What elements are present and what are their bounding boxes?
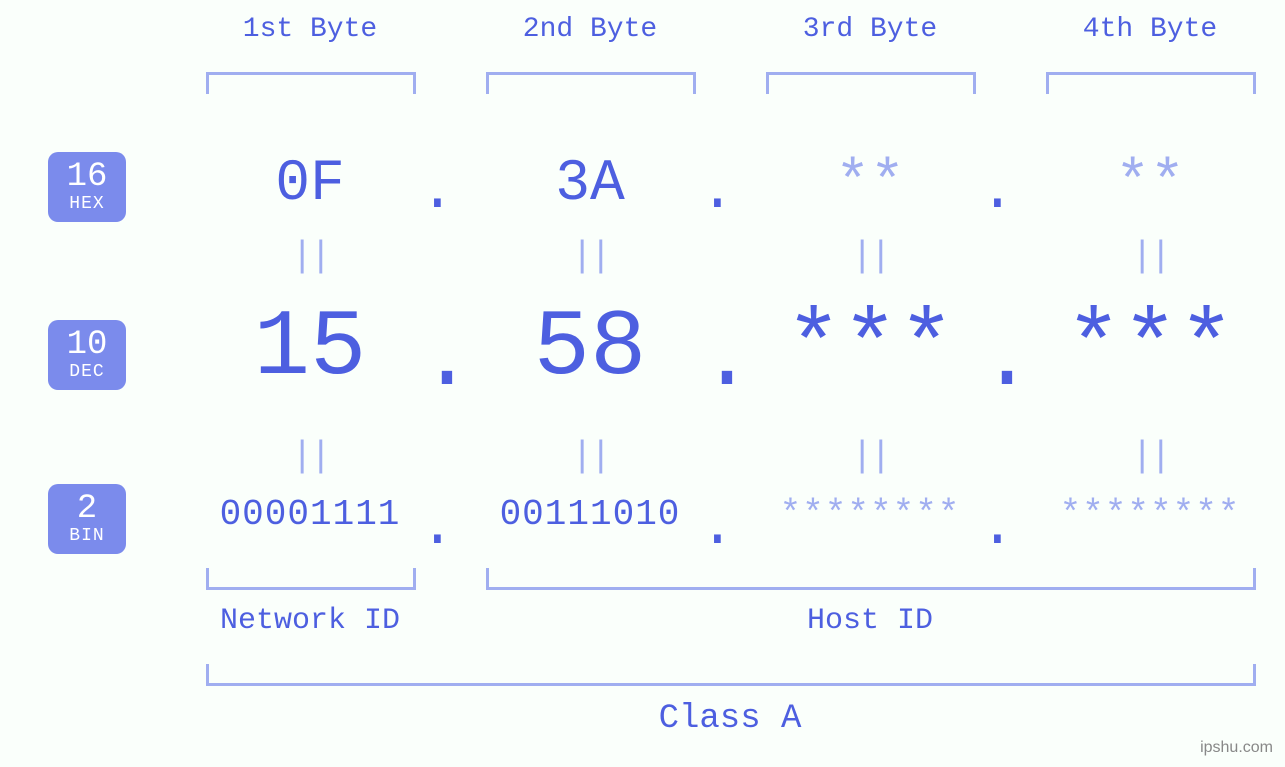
hex-dot-2: .: [700, 160, 730, 225]
badge-hex: 16 HEX: [48, 152, 126, 222]
network-label: Network ID: [180, 604, 440, 638]
hex-val-2: 3A: [460, 152, 720, 217]
byte-label-1: 1st Byte: [180, 14, 440, 45]
eq-2-2: ||: [460, 436, 720, 477]
eq-1-3: ||: [740, 236, 1000, 277]
class-label: Class A: [180, 700, 1280, 738]
hex-val-3: **: [740, 152, 1000, 217]
dec-dot-3: .: [980, 310, 1010, 412]
badge-hex-label: HEX: [69, 195, 104, 214]
badge-bin-num: 2: [77, 492, 97, 528]
badge-dec: 10 DEC: [48, 320, 126, 390]
top-bracket-4: [1046, 72, 1256, 94]
hex-dot-3: .: [980, 160, 1010, 225]
bin-val-1: 00001111: [180, 494, 440, 535]
hex-dot-1: .: [420, 160, 450, 225]
dec-val-3: ***: [740, 296, 1000, 402]
badge-dec-label: DEC: [69, 363, 104, 382]
top-bracket-2: [486, 72, 696, 94]
dec-val-2: 58: [460, 296, 720, 402]
eq-1-2: ||: [460, 236, 720, 277]
bin-dot-2: .: [700, 496, 730, 561]
hex-val-4: **: [1020, 152, 1280, 217]
eq-1-1: ||: [180, 236, 440, 277]
badge-bin-label: BIN: [69, 527, 104, 546]
watermark: ipshu.com: [1200, 739, 1273, 757]
network-bracket: [206, 568, 416, 590]
host-label: Host ID: [460, 604, 1280, 638]
byte-label-2: 2nd Byte: [460, 14, 720, 45]
top-bracket-3: [766, 72, 976, 94]
host-bracket: [486, 568, 1256, 590]
bin-val-2: 00111010: [460, 494, 720, 535]
dec-dot-1: .: [420, 310, 450, 412]
badge-hex-num: 16: [67, 160, 108, 196]
bin-val-4: ********: [1020, 494, 1280, 535]
bin-dot-1: .: [420, 496, 450, 561]
bin-dot-3: .: [980, 496, 1010, 561]
eq-2-4: ||: [1020, 436, 1280, 477]
eq-2-3: ||: [740, 436, 1000, 477]
hex-val-1: 0F: [180, 152, 440, 217]
dec-val-1: 15: [180, 296, 440, 402]
top-bracket-1: [206, 72, 416, 94]
eq-1-4: ||: [1020, 236, 1280, 277]
class-bracket: [206, 664, 1256, 686]
dec-val-4: ***: [1020, 296, 1280, 402]
badge-bin: 2 BIN: [48, 484, 126, 554]
byte-label-4: 4th Byte: [1020, 14, 1280, 45]
dec-dot-2: .: [700, 310, 730, 412]
bin-val-3: ********: [740, 494, 1000, 535]
byte-label-3: 3rd Byte: [740, 14, 1000, 45]
badge-dec-num: 10: [67, 328, 108, 364]
eq-2-1: ||: [180, 436, 440, 477]
